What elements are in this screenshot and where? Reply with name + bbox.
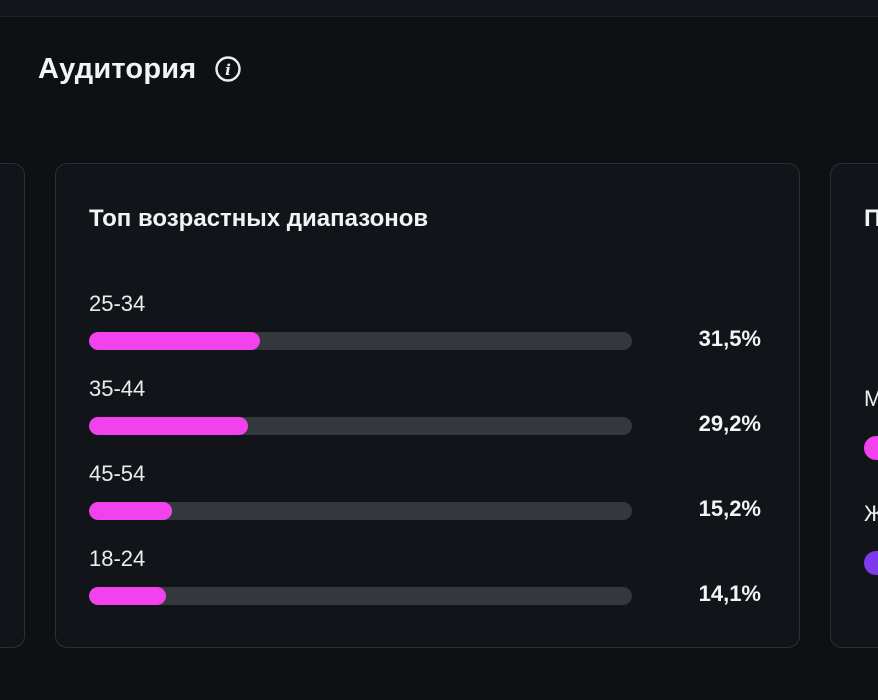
gender-row: М [864, 384, 878, 460]
svg-text:i: i [226, 61, 232, 79]
age-range-row: 18-24 14,1% [89, 545, 761, 606]
age-bar-track [89, 587, 632, 605]
gender-bar-fill [864, 436, 878, 460]
previous-card-partial [0, 163, 25, 648]
info-icon[interactable]: i [214, 55, 242, 83]
top-age-ranges-card: Топ возрастных диапазонов 25-34 31,5% 35… [55, 163, 800, 648]
age-percent-value: 15,2% [698, 496, 761, 521]
age-percent-value: 31,5% [698, 326, 761, 351]
age-bar-track [89, 417, 632, 435]
gender-row: Ж [864, 499, 878, 575]
age-percent-value: 14,1% [698, 581, 761, 606]
audience-section-header: Аудитория i [38, 52, 242, 86]
gender-card: П М Ж [830, 163, 878, 648]
gender-rows: М Ж [864, 384, 878, 575]
age-rows: 25-34 31,5% 35-44 29,2% 45-54 15,2% 18-2… [89, 290, 761, 606]
age-bar-track [89, 502, 632, 520]
age-bar-fill [89, 417, 248, 435]
age-percent-value: 29,2% [698, 411, 761, 436]
section-title: Аудитория [38, 53, 197, 85]
age-range-label: 25-34 [89, 291, 146, 316]
age-range-label: 45-54 [89, 461, 146, 486]
top-divider-strip [0, 0, 878, 17]
gender-label: Ж [864, 501, 878, 526]
audience-cards-scroll-row[interactable]: Топ возрастных диапазонов 25-34 31,5% 35… [0, 163, 878, 648]
gender-card-title: П [864, 205, 878, 232]
age-bar-fill [89, 502, 172, 520]
age-range-row: 45-54 15,2% [89, 460, 761, 521]
age-bar-fill [89, 332, 261, 350]
age-range-label: 35-44 [89, 376, 146, 401]
age-range-row: 35-44 29,2% [89, 375, 761, 436]
age-range-row: 25-34 31,5% [89, 290, 761, 351]
gender-label: М [864, 386, 878, 411]
age-bar-track [89, 332, 632, 350]
gender-bar-fill [864, 551, 878, 575]
age-card-title: Топ возрастных диапазонов [89, 205, 429, 232]
age-range-label: 18-24 [89, 546, 146, 571]
age-bar-fill [89, 587, 166, 605]
